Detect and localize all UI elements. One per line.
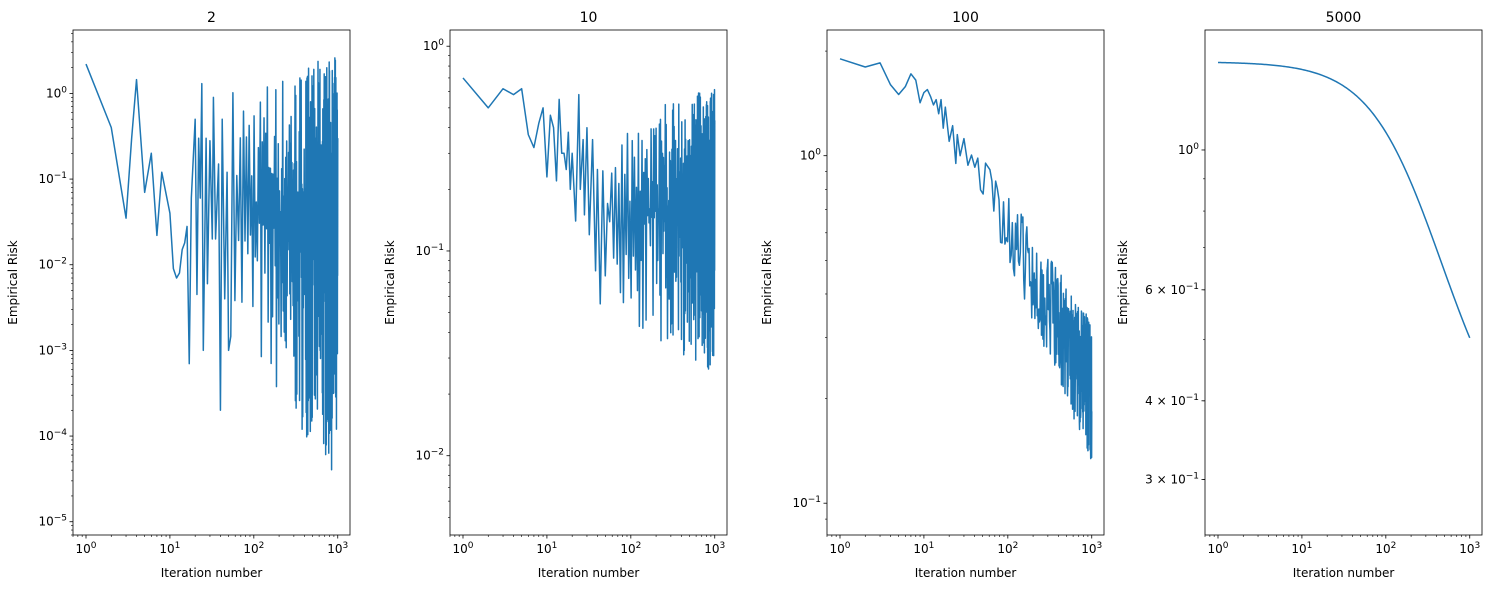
- y-axis-label: Empirical Risk: [6, 240, 20, 325]
- y-tick-label: 10−1: [38, 171, 67, 186]
- x-tick-label: 103: [1081, 541, 1102, 556]
- chart-panel-4: 100 101 102 103 3 × 10−1 4 × 10−1 6 × 10−1 100 5…: [1116, 10, 1483, 580]
- y-tick-label: 10−1: [792, 495, 821, 510]
- axes-frame: [826, 29, 1105, 536]
- axes-frame: [72, 29, 351, 536]
- series-line-1: [462, 77, 716, 370]
- y-tick-label: 10−2: [38, 257, 67, 272]
- y-tick-label: 100: [46, 85, 67, 100]
- x-tick-label: 102: [620, 541, 641, 556]
- y-tick-label: 6 × 10−1: [1145, 282, 1199, 297]
- x-tick-label: 100: [452, 541, 473, 556]
- y-tick-label: 10−4: [38, 428, 67, 443]
- x-axis-label: Iteration number: [1293, 566, 1395, 580]
- y-tick-label: 10−3: [38, 342, 67, 357]
- x-tick-label: 103: [327, 541, 348, 556]
- x-tick-label: 101: [913, 541, 934, 556]
- chart-title: 10: [580, 10, 598, 26]
- chart-title: 5000: [1326, 10, 1362, 26]
- chart-panel-3: 100 101 102 103 10−1 100 100 Iteration number Em…: [760, 10, 1105, 580]
- x-axis-label: Iteration number: [538, 566, 640, 580]
- chart-panel-2: 100 101 102 103 10−2 10−1 100 10 Iteration numbe…: [383, 10, 728, 580]
- axes-frame: [1204, 29, 1483, 536]
- x-tick-label: 101: [159, 541, 180, 556]
- x-tick-label: 100: [829, 541, 850, 556]
- x-tick-label: 103: [1459, 541, 1480, 556]
- x-tick-label: 102: [997, 541, 1018, 556]
- series-line-1: [839, 58, 1093, 460]
- y-axis-label: Empirical Risk: [1116, 240, 1130, 325]
- x-tick-label: 102: [243, 541, 264, 556]
- x-axis-label: Iteration number: [915, 566, 1017, 580]
- x-tick-label: 100: [75, 541, 96, 556]
- x-tick-label: 103: [704, 541, 725, 556]
- chart-title: 2: [207, 10, 216, 26]
- series-line-1: [85, 57, 339, 471]
- y-axis-label: Empirical Risk: [760, 240, 774, 325]
- chart-title: 100: [952, 10, 979, 26]
- series-line-1: [1217, 61, 1471, 339]
- x-tick-label: 101: [1291, 541, 1312, 556]
- y-tick-label: 100: [1178, 142, 1199, 157]
- y-tick-label: 100: [800, 148, 821, 163]
- y-axis-label: Empirical Risk: [383, 240, 397, 325]
- x-tick-label: 102: [1375, 541, 1396, 556]
- y-tick-label: 10−1: [415, 243, 444, 258]
- y-tick-label: 4 × 10−1: [1145, 393, 1199, 408]
- y-tick-label: 10−5: [38, 514, 67, 529]
- x-tick-label: 101: [536, 541, 557, 556]
- chart-panel-1: 100 101 102 103 10−5 10−4 10−3 10−2 10−1 100 2 Iter…: [6, 10, 351, 580]
- y-tick-label: 10−2: [415, 448, 444, 463]
- x-axis-label: Iteration number: [161, 566, 263, 580]
- y-tick-label: 3 × 10−1: [1145, 472, 1199, 487]
- x-tick-label: 100: [1207, 541, 1228, 556]
- y-tick-label: 100: [423, 38, 444, 53]
